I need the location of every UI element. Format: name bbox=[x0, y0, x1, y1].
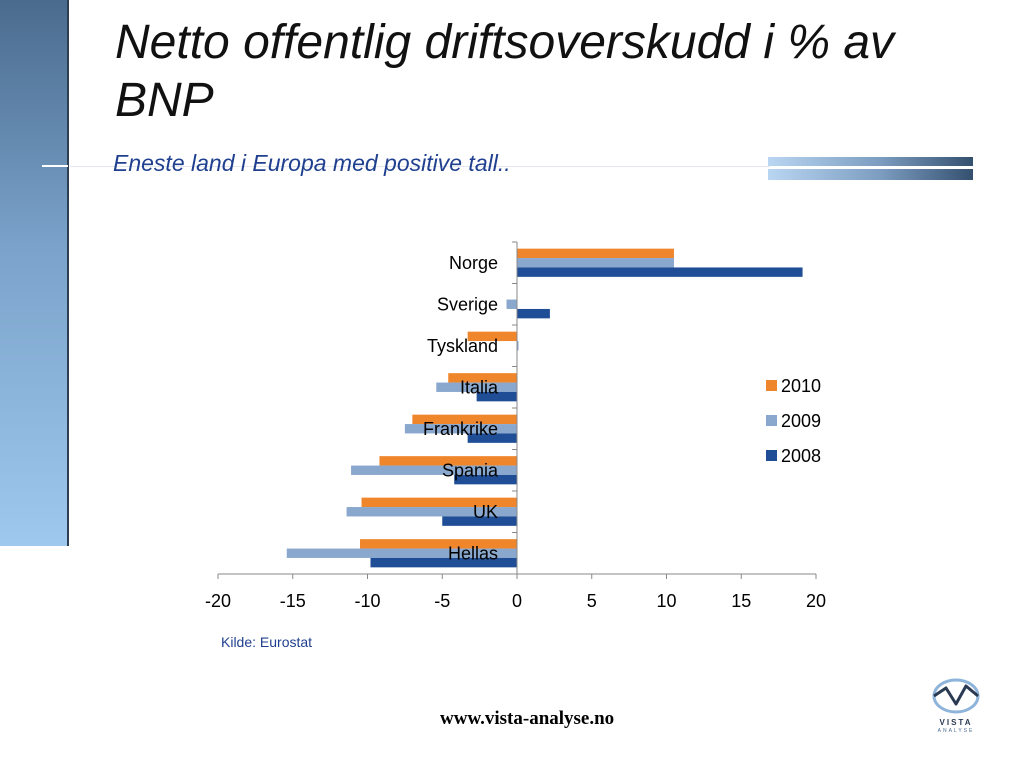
decorative-stripe-top bbox=[768, 157, 973, 166]
chart-legend: 2010 2009 2008 bbox=[766, 376, 821, 466]
bar-uk-2008 bbox=[442, 516, 517, 526]
x-tick-label: -15 bbox=[280, 591, 306, 611]
bar-frankrike-2009 bbox=[404, 424, 518, 434]
bar-spania-2010 bbox=[379, 456, 517, 466]
legend-swatch-2010 bbox=[766, 380, 777, 391]
category-label-norge: Norge bbox=[449, 253, 498, 273]
bar-frankrike-2008 bbox=[467, 433, 517, 443]
category-label-spania: Spania bbox=[442, 460, 499, 480]
category-label-frankrike: Frankrike bbox=[423, 419, 498, 439]
x-tick-label: 20 bbox=[806, 591, 826, 611]
bar-italia-2008 bbox=[476, 391, 517, 402]
bar-uk-2009 bbox=[346, 507, 517, 517]
x-tick-label: 5 bbox=[587, 591, 597, 611]
side-accent-bar bbox=[0, 0, 68, 546]
accent-tick bbox=[42, 165, 68, 167]
x-tick-label: 15 bbox=[731, 591, 751, 611]
x-tick-label: -10 bbox=[354, 591, 380, 611]
x-tick-label: -20 bbox=[205, 591, 231, 611]
bar-tyskland-2010 bbox=[467, 331, 517, 342]
side-accent-line bbox=[67, 0, 69, 546]
category-label-sverige: Sverige bbox=[437, 294, 498, 314]
bar-spania-2008 bbox=[454, 474, 517, 485]
chart-axes bbox=[217, 241, 817, 579]
bar-sverige-2008 bbox=[517, 308, 550, 319]
bar-hellas-2010 bbox=[360, 539, 517, 549]
slide-subtitle: Eneste land i Europa med positive tall.. bbox=[113, 150, 511, 176]
legend-swatch-2008 bbox=[766, 450, 777, 461]
slide-title: Netto offentlig driftsoverskudd i % av B… bbox=[115, 16, 895, 127]
bar-italia-2009 bbox=[436, 382, 517, 392]
x-tick-labels: -20 -15 -10 -5 0 5 10 15 20 bbox=[205, 591, 826, 611]
x-tick-label: -5 bbox=[434, 591, 450, 611]
x-tick-label: 0 bbox=[512, 591, 522, 611]
x-tick-label: 10 bbox=[656, 591, 676, 611]
category-label-hellas: Hellas bbox=[448, 543, 498, 563]
vista-logo-icon bbox=[932, 678, 980, 714]
legend-label-2009: 2009 bbox=[781, 411, 821, 431]
website-url: www.vista-analyse.no bbox=[440, 708, 615, 729]
bar-hellas-2009 bbox=[286, 548, 517, 558]
bar-norge-2008 bbox=[517, 267, 803, 277]
bar-tyskland-2009 bbox=[517, 341, 519, 351]
title-rule bbox=[70, 166, 770, 167]
bar-sverige-2009 bbox=[506, 299, 517, 309]
bar-hellas-2008 bbox=[370, 557, 517, 568]
logo-text: VISTA bbox=[939, 718, 973, 727]
bar-uk-2010 bbox=[361, 497, 517, 508]
category-label-uk: UK bbox=[473, 502, 498, 522]
legend-label-2008: 2008 bbox=[781, 446, 821, 466]
category-labels: Norge Sverige Tyskland Italia Frankrike Spani… bbox=[423, 253, 499, 564]
bar-italia-2010 bbox=[448, 373, 517, 383]
decorative-stripe-bottom bbox=[768, 169, 973, 180]
category-label-italia: Italia bbox=[460, 377, 499, 397]
source-note: Kilde: Eurostat bbox=[221, 634, 313, 650]
legend-label-2010: 2010 bbox=[781, 376, 821, 396]
logo-subtext: ANALYSE bbox=[937, 728, 975, 734]
bar-norge-2009 bbox=[517, 258, 674, 268]
chart-bars bbox=[286, 248, 803, 568]
category-label-tyskland: Tyskland bbox=[427, 336, 498, 356]
bar-spania-2009 bbox=[351, 465, 517, 475]
bar-norge-2010 bbox=[517, 248, 674, 259]
bar-frankrike-2010 bbox=[412, 414, 517, 425]
legend-swatch-2009 bbox=[766, 415, 777, 426]
